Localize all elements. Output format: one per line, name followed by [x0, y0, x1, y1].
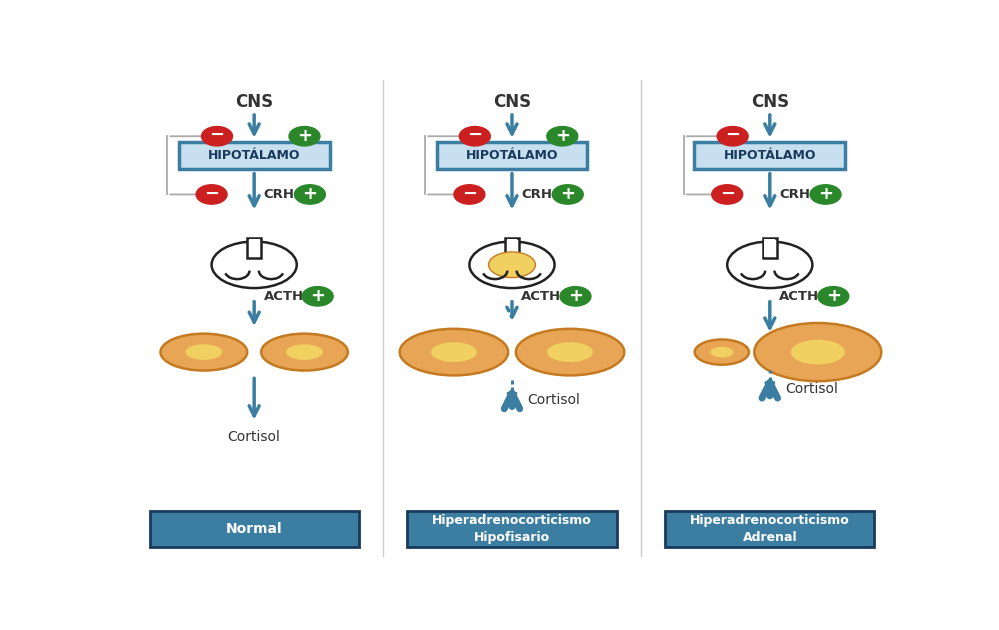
Text: CNS: CNS: [750, 93, 789, 112]
Bar: [408, 511, 616, 547]
Bar: [764, 239, 775, 257]
Ellipse shape: [489, 252, 535, 278]
Bar: [249, 239, 260, 257]
Circle shape: [295, 185, 326, 204]
Text: CNS: CNS: [235, 93, 274, 112]
Text: HIPOTÁLAMO: HIPOTÁLAMO: [723, 149, 816, 162]
Bar: [150, 511, 359, 547]
Text: +: +: [826, 287, 841, 305]
Text: −: −: [725, 126, 740, 144]
Text: Cortisol: Cortisol: [228, 430, 281, 444]
Text: +: +: [310, 287, 325, 305]
Ellipse shape: [710, 346, 733, 357]
Text: CNS: CNS: [493, 93, 531, 112]
Ellipse shape: [470, 241, 554, 288]
Circle shape: [289, 127, 320, 146]
Circle shape: [302, 287, 333, 306]
Text: −: −: [462, 185, 477, 202]
Bar: [505, 238, 518, 258]
Text: +: +: [297, 127, 312, 145]
Text: Hipofisario: Hipofisario: [474, 531, 550, 544]
Text: Hiperadrenocorticismo: Hiperadrenocorticismo: [690, 514, 850, 527]
Text: Normal: Normal: [226, 522, 283, 536]
Ellipse shape: [727, 241, 812, 288]
Text: Cortisol: Cortisol: [785, 382, 838, 396]
Text: HIPOTÁLAMO: HIPOTÁLAMO: [208, 149, 301, 162]
Text: −: −: [204, 185, 219, 202]
Bar: [665, 511, 874, 547]
Text: −: −: [210, 126, 225, 144]
Ellipse shape: [547, 342, 593, 362]
Ellipse shape: [212, 241, 297, 288]
Ellipse shape: [431, 342, 477, 362]
Text: +: +: [818, 185, 833, 203]
Text: CRH: CRH: [521, 188, 552, 201]
Ellipse shape: [286, 344, 323, 360]
FancyBboxPatch shape: [437, 142, 587, 169]
Text: −: −: [468, 126, 483, 144]
Circle shape: [202, 127, 233, 146]
Ellipse shape: [754, 323, 881, 381]
Bar: [763, 238, 777, 258]
Circle shape: [560, 287, 591, 306]
Text: +: +: [554, 127, 569, 145]
Circle shape: [818, 287, 849, 306]
Bar: [506, 239, 517, 257]
Text: +: +: [560, 185, 575, 203]
Circle shape: [717, 127, 748, 146]
Ellipse shape: [515, 329, 624, 375]
Text: Cortisol: Cortisol: [527, 392, 580, 406]
Circle shape: [552, 185, 583, 204]
Bar: [247, 238, 261, 258]
Ellipse shape: [400, 329, 508, 375]
Circle shape: [454, 185, 485, 204]
FancyBboxPatch shape: [179, 142, 330, 169]
Text: ACTH: ACTH: [264, 290, 304, 303]
Text: +: +: [303, 185, 318, 203]
Circle shape: [810, 185, 841, 204]
Ellipse shape: [694, 340, 749, 365]
Circle shape: [546, 127, 577, 146]
Circle shape: [711, 185, 742, 204]
Text: CRH: CRH: [264, 188, 295, 201]
Text: Adrenal: Adrenal: [742, 531, 797, 544]
Ellipse shape: [791, 340, 845, 365]
Text: CRH: CRH: [779, 188, 810, 201]
Ellipse shape: [261, 334, 348, 370]
Ellipse shape: [161, 334, 247, 370]
Text: Hiperadrenocorticismo: Hiperadrenocorticismo: [433, 514, 591, 527]
Text: −: −: [719, 185, 735, 202]
Text: ACTH: ACTH: [779, 290, 819, 303]
Ellipse shape: [186, 344, 222, 360]
Text: HIPOTÁLAMO: HIPOTÁLAMO: [466, 149, 558, 162]
Text: +: +: [568, 287, 583, 305]
FancyBboxPatch shape: [694, 142, 845, 169]
Text: ACTH: ACTH: [521, 290, 561, 303]
Circle shape: [196, 185, 227, 204]
Circle shape: [460, 127, 491, 146]
